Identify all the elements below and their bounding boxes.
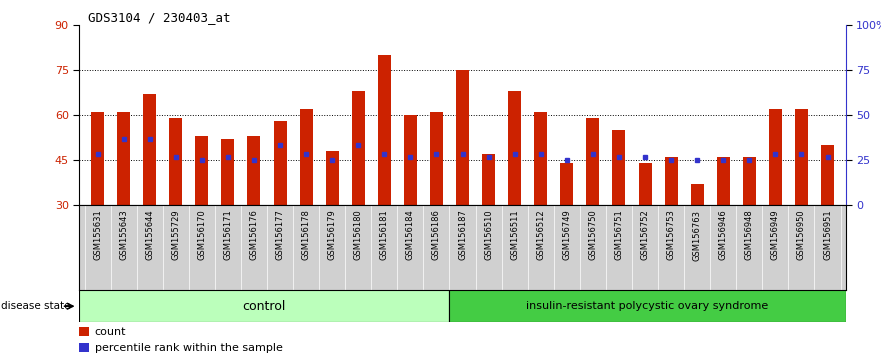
Bar bbox=[79, 290, 449, 322]
Text: GSM156946: GSM156946 bbox=[719, 210, 728, 260]
Bar bbox=[587, 118, 599, 205]
Text: GSM155643: GSM155643 bbox=[119, 210, 128, 260]
Bar bbox=[403, 115, 417, 205]
Text: GSM156178: GSM156178 bbox=[301, 210, 311, 261]
Text: GSM156949: GSM156949 bbox=[771, 210, 780, 260]
Bar bbox=[300, 109, 313, 205]
Bar bbox=[273, 121, 286, 205]
Text: GSM156512: GSM156512 bbox=[537, 210, 545, 260]
Text: GSM156171: GSM156171 bbox=[224, 210, 233, 260]
Text: GSM156948: GSM156948 bbox=[744, 210, 754, 260]
Bar bbox=[612, 130, 626, 205]
Bar bbox=[482, 154, 495, 205]
Text: GSM156179: GSM156179 bbox=[328, 210, 337, 260]
Bar bbox=[378, 55, 391, 205]
Bar bbox=[352, 91, 365, 205]
Bar bbox=[534, 112, 547, 205]
Text: insulin-resistant polycystic ovary syndrome: insulin-resistant polycystic ovary syndr… bbox=[527, 301, 769, 311]
Bar bbox=[717, 157, 729, 205]
Text: GSM156510: GSM156510 bbox=[484, 210, 493, 260]
Text: percentile rank within the sample: percentile rank within the sample bbox=[94, 343, 283, 353]
Bar bbox=[821, 145, 834, 205]
Bar bbox=[326, 151, 338, 205]
Text: GSM156763: GSM156763 bbox=[692, 210, 701, 261]
Text: GSM156753: GSM156753 bbox=[667, 210, 676, 261]
Bar bbox=[456, 70, 469, 205]
Bar bbox=[248, 136, 261, 205]
Text: GSM156511: GSM156511 bbox=[510, 210, 519, 260]
Text: count: count bbox=[94, 327, 126, 337]
Bar bbox=[664, 157, 677, 205]
Text: GSM156749: GSM156749 bbox=[562, 210, 571, 260]
Text: GSM156177: GSM156177 bbox=[276, 210, 285, 261]
Text: GSM155644: GSM155644 bbox=[145, 210, 154, 260]
Bar bbox=[143, 94, 156, 205]
Text: GSM156181: GSM156181 bbox=[380, 210, 389, 260]
Text: GSM156176: GSM156176 bbox=[249, 210, 258, 261]
Bar bbox=[117, 112, 130, 205]
Bar bbox=[560, 163, 574, 205]
Text: GSM156752: GSM156752 bbox=[640, 210, 649, 260]
Bar bbox=[743, 157, 756, 205]
Bar bbox=[769, 109, 782, 205]
Text: GSM156184: GSM156184 bbox=[406, 210, 415, 260]
Bar bbox=[169, 118, 182, 205]
Text: disease state: disease state bbox=[1, 301, 70, 311]
Text: GSM156180: GSM156180 bbox=[354, 210, 363, 260]
Bar bbox=[795, 109, 808, 205]
Bar bbox=[79, 327, 89, 336]
Text: GSM156750: GSM156750 bbox=[589, 210, 597, 260]
Bar bbox=[639, 163, 652, 205]
Bar bbox=[196, 136, 208, 205]
Text: GSM155631: GSM155631 bbox=[93, 210, 102, 260]
Bar bbox=[449, 290, 846, 322]
Bar bbox=[691, 184, 704, 205]
Text: GSM156187: GSM156187 bbox=[458, 210, 467, 261]
Bar bbox=[79, 343, 89, 353]
Bar bbox=[430, 112, 443, 205]
Text: GSM155729: GSM155729 bbox=[171, 210, 181, 260]
Bar bbox=[221, 139, 234, 205]
Text: GSM156170: GSM156170 bbox=[197, 210, 206, 260]
Text: GSM156951: GSM156951 bbox=[823, 210, 832, 260]
Bar bbox=[508, 91, 522, 205]
Text: GSM156751: GSM156751 bbox=[614, 210, 624, 260]
Text: GDS3104 / 230403_at: GDS3104 / 230403_at bbox=[88, 11, 231, 24]
Bar bbox=[91, 112, 104, 205]
Text: control: control bbox=[242, 300, 286, 313]
Text: GSM156186: GSM156186 bbox=[432, 210, 441, 261]
Text: GSM156950: GSM156950 bbox=[797, 210, 806, 260]
